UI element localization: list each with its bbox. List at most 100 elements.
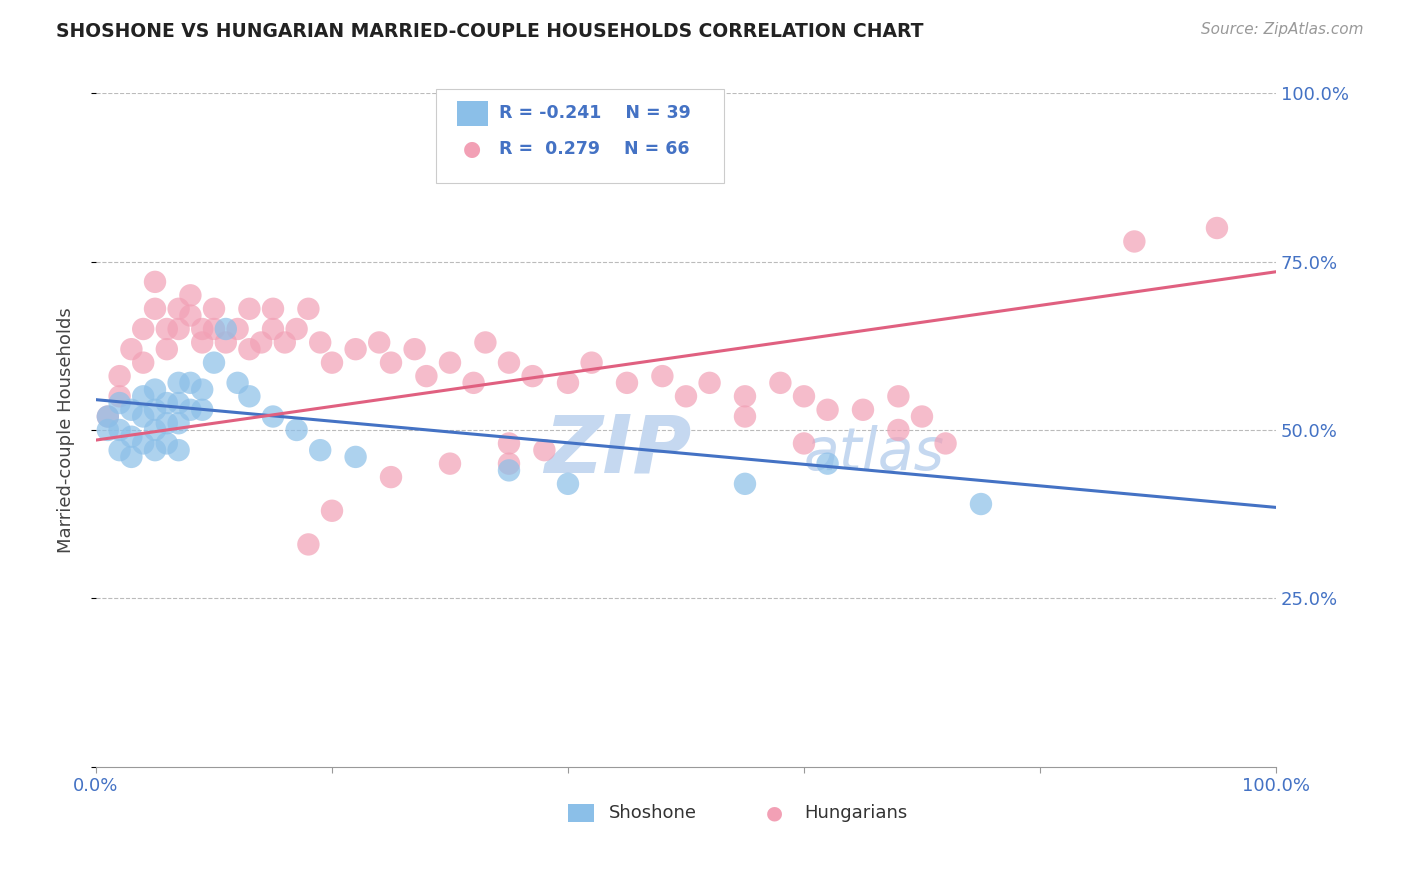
Point bbox=[1206, 221, 1229, 235]
Text: R = -0.241    N = 39: R = -0.241 N = 39 bbox=[499, 104, 690, 122]
Point bbox=[285, 423, 308, 437]
Y-axis label: Married-couple Households: Married-couple Households bbox=[58, 307, 75, 553]
Point bbox=[344, 450, 367, 464]
Text: atlas: atlas bbox=[804, 425, 945, 482]
Text: R =  0.279    N = 66: R = 0.279 N = 66 bbox=[499, 140, 689, 158]
Point bbox=[651, 369, 673, 384]
Point bbox=[297, 537, 319, 551]
Point bbox=[557, 476, 579, 491]
Point bbox=[120, 342, 142, 356]
Point bbox=[321, 356, 343, 370]
Point bbox=[439, 356, 461, 370]
Point bbox=[274, 335, 297, 350]
Point bbox=[581, 356, 603, 370]
Point bbox=[498, 457, 520, 471]
Point bbox=[734, 476, 756, 491]
Point bbox=[120, 430, 142, 444]
Point bbox=[238, 301, 260, 316]
Point bbox=[167, 376, 190, 390]
Point bbox=[167, 443, 190, 458]
Point bbox=[238, 342, 260, 356]
Point bbox=[262, 409, 284, 424]
Point bbox=[226, 322, 249, 336]
Point bbox=[215, 322, 238, 336]
Point bbox=[167, 416, 190, 430]
Point bbox=[817, 402, 839, 417]
Point bbox=[439, 457, 461, 471]
Point bbox=[132, 409, 155, 424]
Text: SHOSHONE VS HUNGARIAN MARRIED-COUPLE HOUSEHOLDS CORRELATION CHART: SHOSHONE VS HUNGARIAN MARRIED-COUPLE HOU… bbox=[56, 22, 924, 41]
Point bbox=[309, 443, 332, 458]
Point bbox=[344, 342, 367, 356]
Point bbox=[97, 423, 120, 437]
Point bbox=[533, 443, 555, 458]
Point bbox=[191, 402, 214, 417]
Point bbox=[793, 389, 815, 403]
Point bbox=[309, 335, 332, 350]
Point bbox=[262, 301, 284, 316]
Point bbox=[132, 356, 155, 370]
Point bbox=[179, 402, 201, 417]
Point bbox=[911, 409, 934, 424]
Point bbox=[156, 416, 179, 430]
Point bbox=[238, 389, 260, 403]
Point bbox=[167, 301, 190, 316]
Point bbox=[179, 309, 201, 323]
Point bbox=[226, 376, 249, 390]
Point bbox=[498, 436, 520, 450]
Point bbox=[769, 376, 792, 390]
Point bbox=[132, 389, 155, 403]
Point bbox=[887, 423, 910, 437]
Point bbox=[108, 423, 131, 437]
Point bbox=[675, 389, 697, 403]
Point bbox=[202, 322, 225, 336]
Point bbox=[202, 356, 225, 370]
Point bbox=[143, 443, 166, 458]
Point bbox=[108, 389, 131, 403]
Point bbox=[380, 356, 402, 370]
Point bbox=[191, 383, 214, 397]
Point bbox=[143, 423, 166, 437]
Point bbox=[143, 301, 166, 316]
Text: ●: ● bbox=[464, 139, 481, 159]
Point bbox=[156, 342, 179, 356]
Point bbox=[167, 322, 190, 336]
Text: Shoshone: Shoshone bbox=[609, 804, 697, 822]
Point bbox=[215, 335, 238, 350]
Point bbox=[262, 322, 284, 336]
Point bbox=[120, 450, 142, 464]
Point bbox=[250, 335, 273, 350]
Point bbox=[321, 504, 343, 518]
Point bbox=[616, 376, 638, 390]
Point bbox=[97, 409, 120, 424]
Point bbox=[143, 402, 166, 417]
Text: Source: ZipAtlas.com: Source: ZipAtlas.com bbox=[1201, 22, 1364, 37]
Point bbox=[852, 402, 875, 417]
Point bbox=[734, 389, 756, 403]
Text: ●: ● bbox=[766, 804, 783, 822]
Point bbox=[120, 402, 142, 417]
Point bbox=[143, 383, 166, 397]
Point bbox=[156, 436, 179, 450]
Point bbox=[935, 436, 957, 450]
Point bbox=[179, 376, 201, 390]
Point bbox=[156, 396, 179, 410]
Point bbox=[156, 322, 179, 336]
Point bbox=[415, 369, 437, 384]
Point bbox=[970, 497, 993, 511]
Bar bbox=[568, 805, 593, 822]
Point bbox=[734, 409, 756, 424]
Point bbox=[297, 301, 319, 316]
Point bbox=[887, 389, 910, 403]
Point bbox=[474, 335, 496, 350]
Point bbox=[498, 463, 520, 477]
Point bbox=[132, 322, 155, 336]
Point bbox=[108, 443, 131, 458]
Point bbox=[191, 322, 214, 336]
Point bbox=[202, 301, 225, 316]
Point bbox=[522, 369, 544, 384]
Point bbox=[368, 335, 391, 350]
Point bbox=[108, 369, 131, 384]
Point bbox=[179, 288, 201, 302]
Point bbox=[97, 409, 120, 424]
